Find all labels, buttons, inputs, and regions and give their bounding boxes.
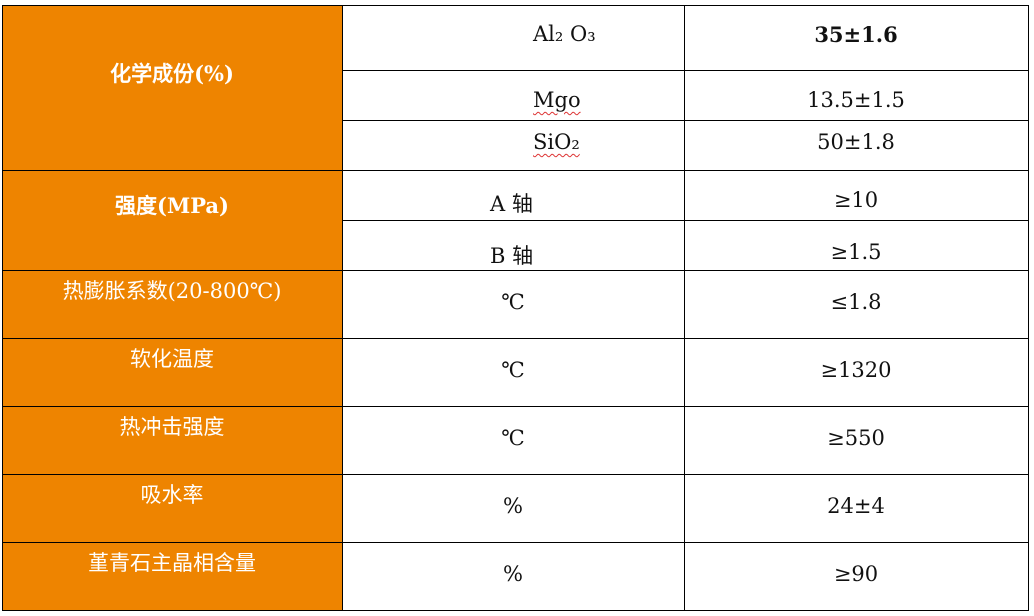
axis-name: B 轴 bbox=[490, 244, 534, 268]
value: 24±4 bbox=[827, 494, 885, 518]
value: ≥1320 bbox=[820, 358, 892, 382]
name-cell bbox=[342, 5, 685, 71]
value: ≥550 bbox=[827, 426, 885, 450]
value: ≥90 bbox=[833, 562, 879, 586]
row-label: 吸水率 bbox=[140, 483, 204, 507]
label-cell bbox=[2, 474, 343, 543]
label-cell bbox=[2, 542, 343, 611]
label-cell bbox=[2, 406, 343, 475]
row-label: 化学成份(%) bbox=[110, 61, 234, 86]
value-cell bbox=[684, 542, 1029, 611]
label-cell bbox=[2, 338, 343, 407]
value: ≤1.8 bbox=[830, 290, 882, 314]
unit: % bbox=[503, 562, 523, 586]
component-value: 50±1.8 bbox=[817, 130, 895, 154]
row-label: 热冲击强度 bbox=[119, 415, 225, 439]
unit: ℃ bbox=[501, 358, 525, 382]
name-cell bbox=[342, 120, 685, 171]
row-label: 强度(MPa) bbox=[115, 193, 229, 218]
component-name: Mgo bbox=[533, 88, 581, 112]
label-cell bbox=[2, 5, 343, 171]
axis-value: ≥1.5 bbox=[830, 240, 882, 264]
row-label: 软化温度 bbox=[130, 347, 214, 371]
axis-value: ≥10 bbox=[833, 188, 879, 212]
unit: % bbox=[503, 494, 523, 518]
row-label: 热膨胀系数(20-800℃) bbox=[62, 279, 282, 303]
row-label: 堇青石主晶相含量 bbox=[88, 551, 256, 575]
component-value: 13.5±1.5 bbox=[807, 88, 905, 112]
component-value: 35±1.6 bbox=[814, 22, 898, 47]
axis-name: A 轴 bbox=[490, 192, 533, 216]
label-cell bbox=[2, 270, 343, 339]
label-cell bbox=[2, 170, 343, 271]
name-cell bbox=[342, 70, 685, 121]
unit: ℃ bbox=[501, 426, 525, 450]
component-name: SiO₂ bbox=[533, 130, 580, 154]
component-name: Al₂ O₃ bbox=[533, 22, 596, 46]
unit: ℃ bbox=[501, 290, 525, 314]
